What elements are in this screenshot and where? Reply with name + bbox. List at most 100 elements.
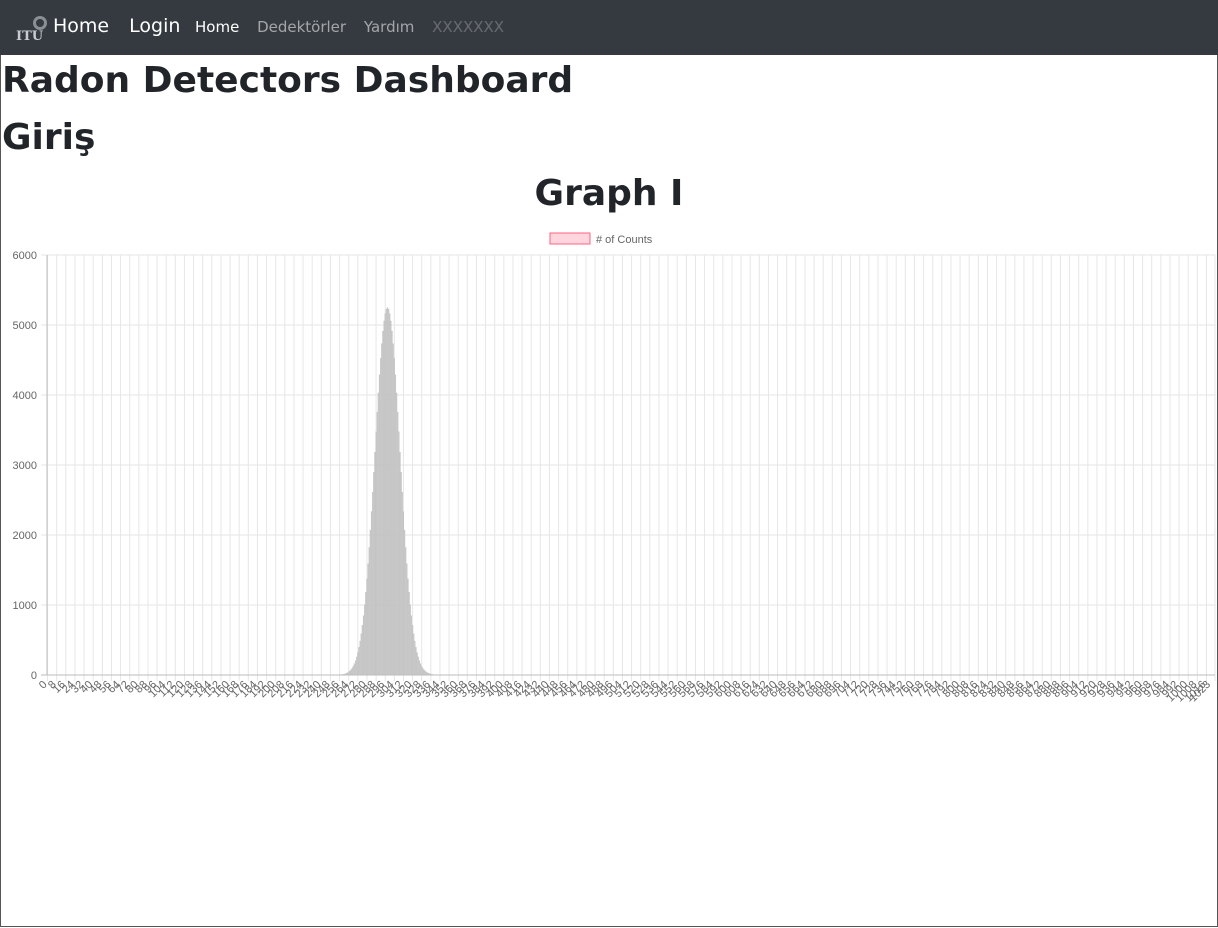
nav-item-yardim[interactable]: Yardım bbox=[363, 18, 415, 36]
y-tick-label: 4000 bbox=[13, 390, 37, 402]
nav-item-disabled: XXXXXXX bbox=[432, 18, 505, 36]
y-tick-label: 2000 bbox=[13, 530, 37, 542]
count-bar bbox=[359, 640, 361, 676]
y-tick-label: 5000 bbox=[13, 320, 37, 332]
nav-item-dedektorler[interactable]: Dedektörler bbox=[257, 18, 347, 36]
count-bar bbox=[414, 640, 416, 676]
count-bar bbox=[400, 472, 402, 676]
count-bar bbox=[407, 578, 409, 676]
count-bar bbox=[408, 592, 410, 676]
nav-item-home[interactable]: Home bbox=[195, 18, 240, 36]
count-bar bbox=[376, 411, 378, 676]
count-bar bbox=[390, 320, 392, 676]
count-bar bbox=[358, 647, 360, 676]
count-bar bbox=[429, 673, 431, 676]
y-tick-label: 0 bbox=[31, 670, 37, 682]
count-bar bbox=[399, 451, 401, 676]
count-bar bbox=[386, 307, 389, 676]
count-bar bbox=[417, 656, 419, 676]
count-bar bbox=[427, 673, 430, 676]
count-bar bbox=[405, 547, 407, 676]
count-bar bbox=[361, 625, 363, 676]
count-bar bbox=[423, 669, 425, 676]
count-bar bbox=[346, 672, 349, 676]
page-title: Radon Detectors Dashboard bbox=[2, 60, 574, 101]
count-bar bbox=[349, 670, 351, 676]
count-bar bbox=[377, 392, 379, 676]
y-tick-label: 1000 bbox=[13, 600, 37, 612]
count-bar bbox=[397, 411, 399, 676]
svg-text:ITU: ITU bbox=[16, 29, 44, 44]
count-bar bbox=[426, 672, 428, 676]
y-tick-label: 3000 bbox=[13, 460, 37, 472]
count-bar bbox=[366, 578, 368, 676]
graph-heading: Graph I bbox=[534, 173, 684, 214]
count-bar bbox=[409, 604, 411, 676]
count-bar bbox=[375, 431, 377, 676]
count-bar bbox=[394, 374, 397, 676]
count-bar bbox=[392, 343, 394, 676]
count-bar bbox=[354, 660, 357, 676]
count-bar bbox=[393, 358, 395, 676]
navbar: ITU Home Login Home Dedektörler Yardım X… bbox=[0, 0, 1218, 55]
count-bar bbox=[389, 313, 391, 676]
count-bar bbox=[383, 320, 385, 676]
count-bar bbox=[357, 652, 359, 676]
brand-home-link[interactable]: Home bbox=[53, 15, 110, 37]
brand-login-link[interactable]: Login bbox=[129, 15, 181, 37]
count-bar bbox=[350, 669, 352, 676]
count-bar bbox=[418, 660, 420, 676]
count-bar bbox=[380, 358, 382, 676]
count-bar bbox=[413, 633, 415, 676]
count-bar bbox=[365, 592, 367, 676]
count-bar bbox=[351, 667, 353, 676]
count-bar bbox=[344, 673, 346, 676]
count-bar bbox=[396, 392, 398, 676]
count-bar bbox=[391, 330, 393, 676]
count-bar bbox=[406, 563, 408, 676]
y-tick-label: 6000 bbox=[13, 250, 37, 262]
count-bar bbox=[372, 492, 374, 676]
count-bar bbox=[430, 673, 432, 676]
count-bar bbox=[367, 563, 369, 676]
count-bar bbox=[398, 431, 400, 676]
count-bar bbox=[378, 374, 381, 676]
count-bar bbox=[384, 313, 386, 676]
count-bar bbox=[415, 647, 417, 676]
count-bar bbox=[356, 656, 358, 676]
count-bar bbox=[412, 625, 414, 676]
count-bar bbox=[425, 671, 427, 676]
count-bar bbox=[431, 674, 433, 676]
count-bar bbox=[352, 665, 354, 676]
count-bar bbox=[342, 674, 344, 676]
count-bar bbox=[404, 529, 406, 676]
page-subtitle: Giriş bbox=[2, 117, 96, 158]
count-bar bbox=[416, 652, 418, 676]
counts-chart: 0100020003000400050006000081624324048566… bbox=[13, 232, 1216, 704]
legend-label: # of Counts bbox=[596, 234, 653, 246]
count-bar bbox=[385, 308, 387, 676]
count-bar bbox=[345, 673, 347, 676]
count-bar bbox=[382, 330, 384, 676]
count-bar bbox=[388, 308, 390, 676]
count-bar bbox=[424, 670, 426, 676]
itu-logo-icon[interactable]: ITU bbox=[14, 12, 48, 44]
count-bar bbox=[402, 511, 405, 676]
count-bar bbox=[401, 492, 403, 676]
legend-swatch bbox=[549, 232, 591, 245]
count-bar bbox=[381, 343, 383, 676]
count-bar bbox=[419, 663, 422, 676]
count-bar bbox=[368, 547, 370, 676]
count-bar bbox=[410, 615, 413, 676]
count-bar bbox=[421, 665, 423, 676]
count-bar bbox=[360, 633, 362, 676]
count-bar bbox=[373, 472, 375, 676]
count-bar bbox=[374, 451, 376, 676]
count-bar bbox=[369, 529, 371, 676]
count-bar bbox=[362, 615, 365, 676]
count-bar bbox=[370, 511, 373, 676]
count-bar bbox=[343, 673, 345, 676]
count-bar bbox=[348, 671, 350, 676]
count-bar bbox=[353, 663, 355, 676]
count-bar bbox=[364, 604, 366, 676]
